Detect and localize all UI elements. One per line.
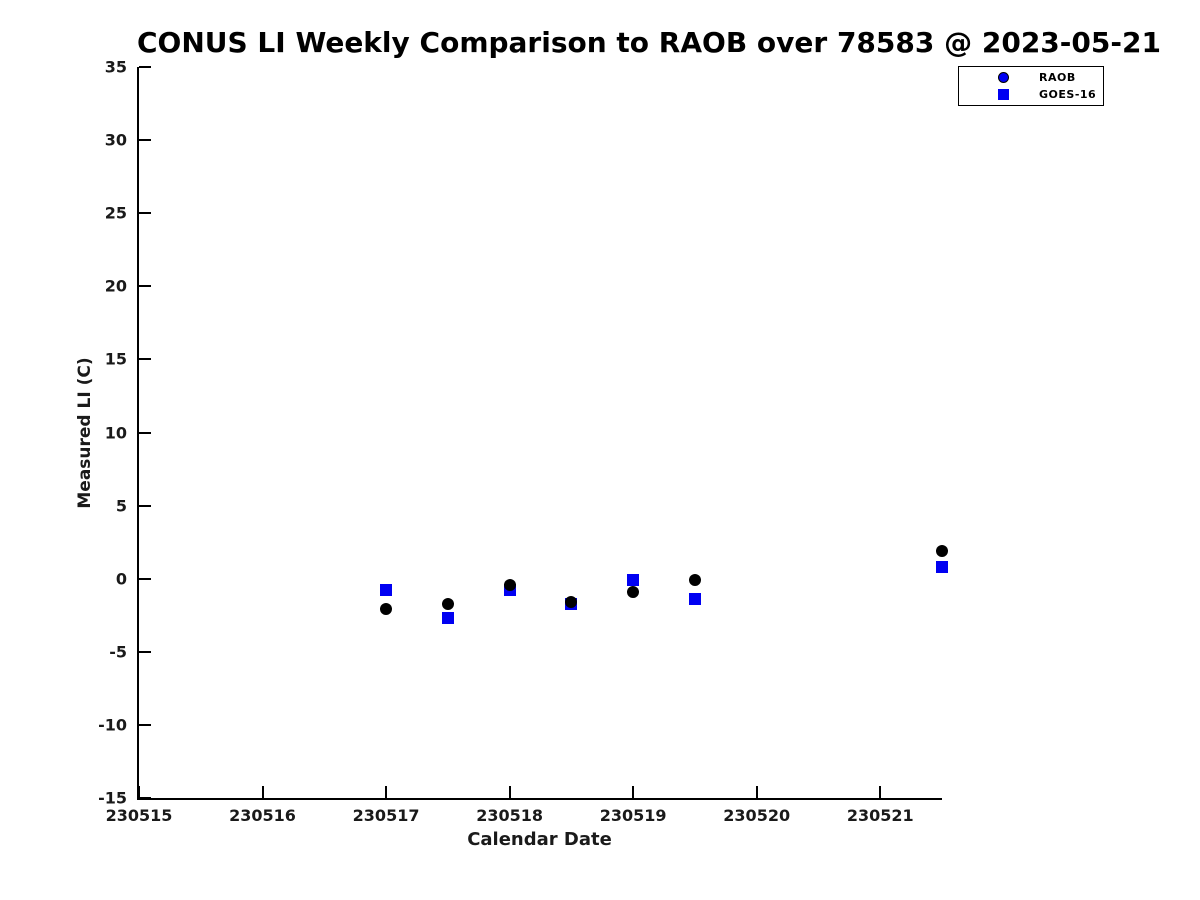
- data-point-raob: [503, 578, 516, 591]
- x-tick-label: 230516: [229, 806, 296, 825]
- x-tick-mark: [879, 786, 882, 798]
- y-tick-label: -15: [98, 788, 127, 808]
- data-point-goes-16: [936, 561, 948, 573]
- y-tick-mark: [139, 650, 151, 653]
- x-tick-label: 230521: [846, 806, 914, 825]
- data-point-goes-16: [627, 574, 640, 587]
- x-tick-label: 230519: [599, 806, 667, 825]
- legend-label-goes-16: GOES-16: [1039, 88, 1097, 101]
- y-tick-mark: [139, 797, 151, 799]
- x-tick-mark: [632, 786, 635, 798]
- y-tick-mark: [139, 577, 151, 580]
- y-tick-mark: [139, 504, 151, 507]
- y-tick-mark: [139, 723, 151, 726]
- x-tick-label: 230520: [723, 806, 791, 825]
- legend-item-goes-16: GOES-16: [959, 88, 1103, 101]
- data-point-goes-16: [441, 612, 454, 625]
- data-point-goes-16: [688, 593, 701, 606]
- x-tick-mark: [508, 786, 511, 798]
- y-tick-label: 15: [104, 349, 127, 369]
- y-tick-label: 10: [104, 423, 127, 442]
- y-tick-label: -5: [109, 642, 127, 662]
- x-axis-label: Calendar Date: [467, 829, 612, 850]
- y-tick-label: 5: [115, 496, 127, 516]
- y-tick-mark: [139, 285, 151, 288]
- y-tick-mark: [139, 139, 151, 142]
- legend-item-raob: RAOB: [959, 71, 1103, 84]
- y-tick-mark: [139, 431, 151, 434]
- y-tick-mark: [139, 66, 151, 68]
- x-tick-mark: [755, 786, 758, 798]
- y-tick-label: 0: [115, 569, 127, 589]
- x-tick-label: 230517: [352, 806, 420, 825]
- data-point-raob: [936, 544, 948, 557]
- x-tick-label: 230518: [476, 806, 544, 825]
- data-point-raob: [627, 585, 640, 598]
- raob-circle-icon: [998, 72, 1009, 83]
- y-tick-label: -10: [98, 715, 127, 735]
- x-tick-mark: [138, 786, 140, 798]
- x-tick-mark: [385, 786, 388, 798]
- y-tick-mark: [139, 358, 151, 361]
- y-tick-label: 30: [104, 130, 127, 150]
- y-tick-label: 25: [104, 203, 127, 223]
- goes-16-square-icon: [998, 89, 1009, 100]
- data-point-raob: [565, 596, 578, 609]
- data-point-goes-16: [380, 584, 393, 597]
- y-axis-label: Measured LI (C): [75, 357, 95, 509]
- data-point-raob: [441, 597, 454, 610]
- plot-area: 35 30 25 20 15 10 5 0 -5 -10 -15 230515 230516 230517…: [98, 58, 948, 825]
- data-point-raob: [688, 574, 701, 587]
- data-point-raob: [380, 603, 393, 616]
- y-tick-mark: [139, 212, 151, 215]
- x-tick-label: 230515: [105, 806, 173, 825]
- y-tick-label: 35: [104, 57, 127, 77]
- legend: RAOB GOES-16: [958, 66, 1104, 106]
- chart-title: CONUS LI Weekly Comparison to RAOB over …: [137, 26, 1161, 59]
- x-tick-mark: [261, 786, 264, 798]
- legend-label-raob: RAOB: [1039, 71, 1076, 84]
- y-tick-label: 20: [104, 276, 127, 296]
